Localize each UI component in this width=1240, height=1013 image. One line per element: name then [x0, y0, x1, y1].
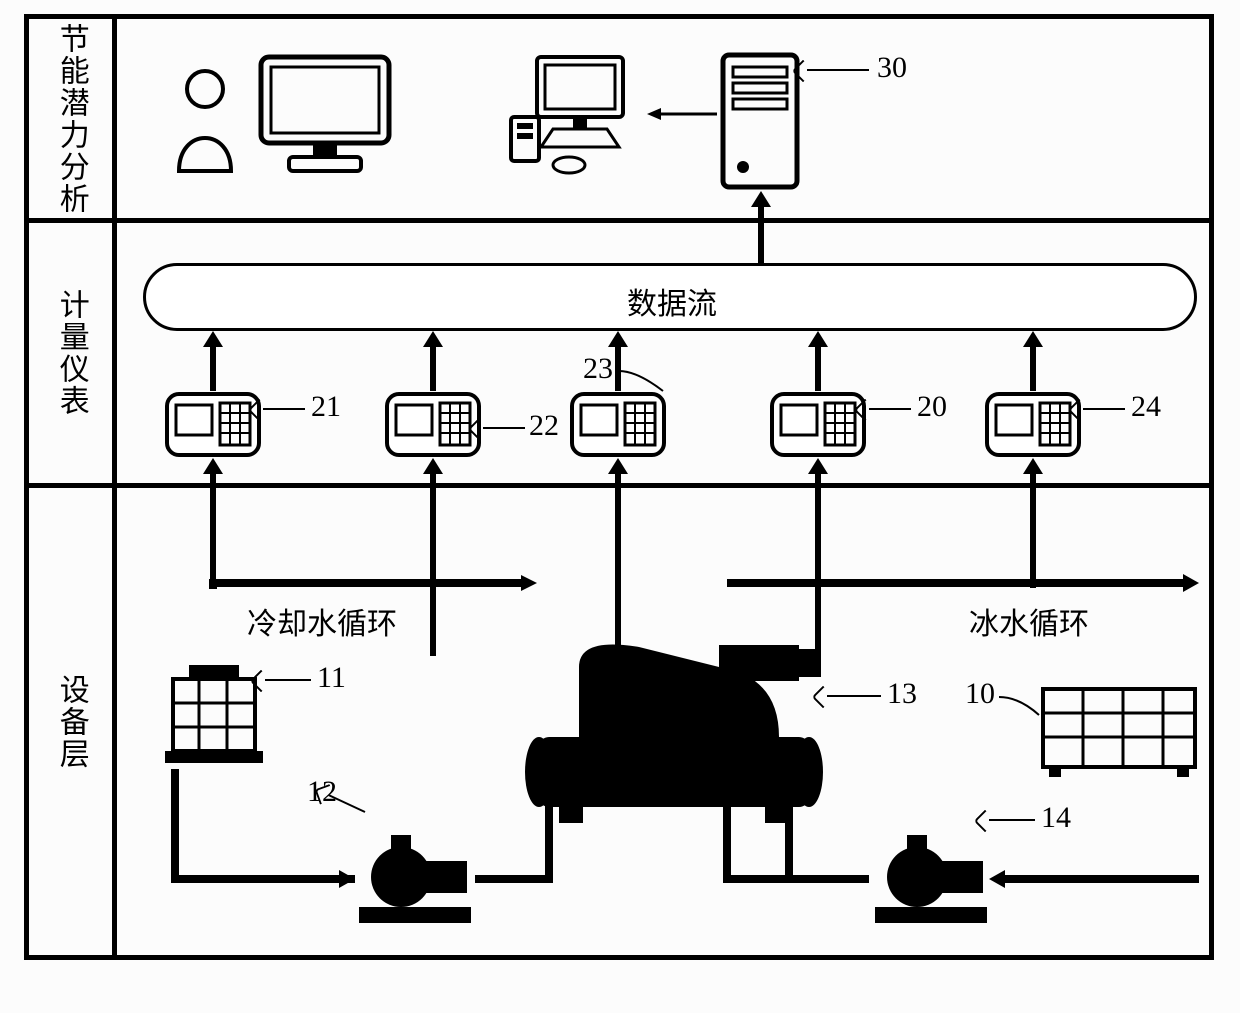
user-icon — [173, 67, 237, 177]
meter-24 — [984, 391, 1082, 458]
dataflow-label: 数据流 — [627, 279, 717, 323]
leader-22 — [483, 427, 525, 429]
server-icon — [717, 49, 803, 195]
workstation-icon — [507, 51, 647, 177]
meter-20 — [769, 391, 867, 458]
client-monitor-icon — [255, 51, 395, 177]
layer-label-text: 计量仪表 — [53, 289, 88, 417]
arrow-server-to-workstation — [647, 104, 717, 124]
arrow-eq-to-m24 — [1021, 458, 1045, 588]
meter-21 — [164, 391, 262, 458]
meter-22 — [384, 391, 482, 458]
arrow-eq-to-m21 — [201, 458, 225, 588]
arrow-m22-up — [421, 331, 445, 391]
cooling-loop-piping — [149, 579, 579, 929]
layer-label-analysis: 节能潜力分析 — [29, 19, 117, 218]
arrow-pipe-to-server — [749, 191, 773, 265]
leader-30 — [807, 69, 869, 71]
meter-23 — [569, 391, 667, 458]
refnum-22: 22 — [529, 409, 559, 443]
leader-21 — [263, 408, 305, 410]
arrow-cooling-to-chiller — [517, 575, 537, 595]
arrow-m20-up — [806, 331, 830, 391]
leader-24 — [1083, 408, 1125, 410]
arrow-m24-up — [1021, 331, 1045, 391]
leader-23 — [617, 369, 667, 395]
leader-20 — [869, 408, 911, 410]
layer-label-text: 设备层 — [53, 674, 88, 770]
diagram-frame: 节能潜力分析 — [24, 14, 1214, 960]
layer-label-equipment: 设备层 — [29, 488, 117, 955]
refnum-20: 20 — [917, 390, 947, 424]
layer-label-meters: 计量仪表 — [29, 223, 117, 483]
refnum-23: 23 — [583, 352, 613, 386]
refnum-24: 24 — [1131, 390, 1161, 424]
refnum-21: 21 — [311, 390, 341, 424]
refnum-30: 30 — [877, 51, 907, 85]
arrow-m21-up — [201, 331, 225, 391]
layer-analysis: 节能潜力分析 — [29, 19, 1209, 223]
chilled-loop-piping — [719, 579, 1209, 929]
layer-label-text: 节能潜力分析 — [53, 23, 88, 215]
